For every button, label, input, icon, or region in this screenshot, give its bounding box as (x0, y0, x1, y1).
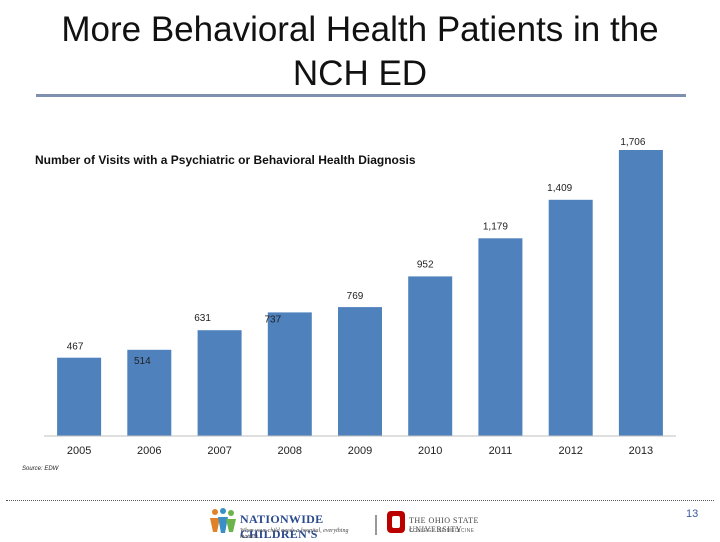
title-underline (36, 94, 686, 97)
block-o-icon (387, 511, 405, 533)
bar-2005 (57, 357, 102, 436)
osu-college: COLLEGE OF MEDICINE (409, 528, 475, 534)
nch-tagline: When your child needs a hospital, everyt… (240, 528, 349, 540)
data-label-2007: 631 (194, 313, 211, 324)
x-tick-label-2012: 2012 (558, 445, 582, 457)
x-tick-label-2008: 2008 (278, 445, 302, 457)
x-tick-label-2010: 2010 (418, 445, 442, 457)
bar-2009 (338, 307, 382, 436)
data-label-2012: 1,409 (547, 183, 572, 194)
x-tick-label-2005: 2005 (67, 445, 91, 457)
nationwide-childrens-logo: NATIONWIDE CHILDREN'S When your child ne… (208, 504, 368, 541)
bar-2012 (548, 199, 593, 436)
bar-2007 (197, 330, 242, 436)
data-label-2009: 769 (347, 291, 364, 302)
data-label-2010: 952 (417, 259, 434, 270)
data-label-2005: 467 (67, 342, 84, 353)
logo-separator (375, 515, 377, 535)
nch-name: NATIONWIDE CHILDREN'S (240, 512, 324, 541)
bar-2010 (408, 276, 453, 436)
source-note: Source: EDW (22, 466, 59, 472)
footer-divider (6, 500, 714, 501)
data-label-2006: 514 (134, 356, 151, 367)
page-number: 13 (686, 508, 699, 520)
x-tick-label-2007: 2007 (207, 445, 231, 457)
bar-chart: 467 514 631 737 769 952 1,179 1,409 1,706 2005 20… (44, 137, 676, 457)
bar-2013 (618, 150, 663, 436)
data-label-2013: 1,706 (620, 137, 645, 148)
children-figures-icon (210, 508, 236, 533)
x-tick-label-2013: 2013 (629, 445, 653, 457)
x-tick-label-2009: 2009 (348, 445, 372, 457)
osu-name: THE OHIO STATE UNIVERSITY (409, 516, 479, 534)
data-label-2011: 1,179 (483, 221, 508, 232)
x-tick-label-2006: 2006 (137, 445, 161, 457)
bar-2008 (267, 312, 312, 436)
x-tick-label-2011: 2011 (489, 445, 513, 457)
data-label-2008: 737 (264, 314, 281, 325)
ohio-state-logo: THE OHIO STATE UNIVERSITY COLLEGE OF MED… (387, 508, 527, 538)
bar-2006 (127, 349, 172, 436)
chart-title: Number of Visits with a Psychiatric or B… (35, 153, 416, 167)
bar-2011 (478, 238, 523, 436)
slide-title: More Behavioral Health Patients in the N… (61, 10, 659, 93)
